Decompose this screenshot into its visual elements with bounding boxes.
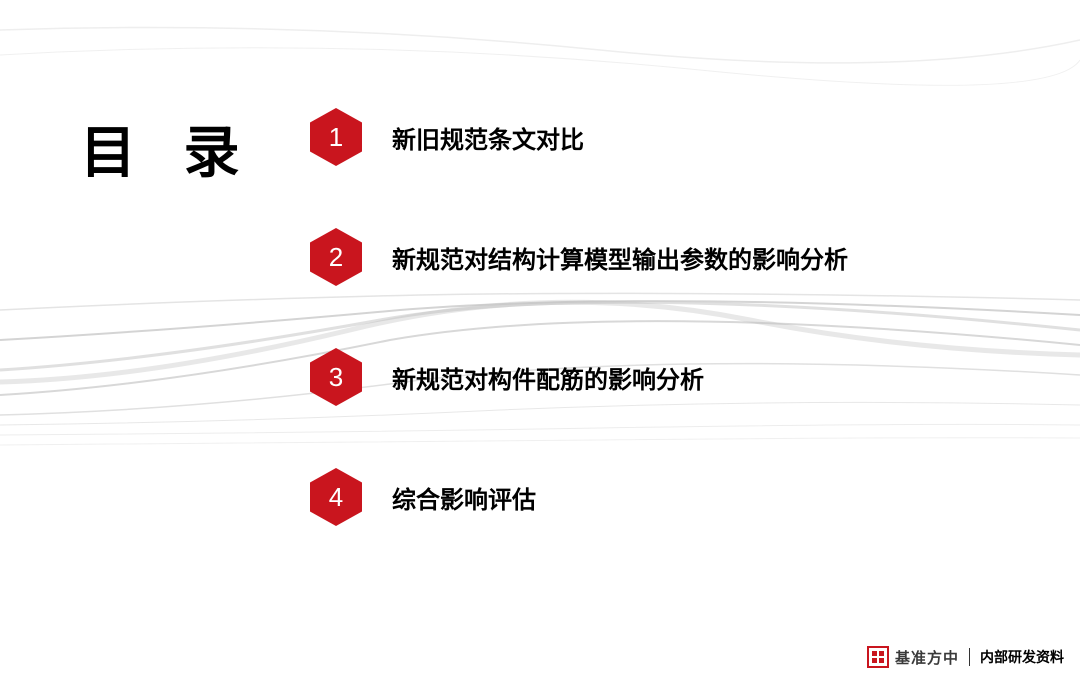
footer-company: 基准方中 <box>895 647 969 668</box>
item-number: 3 <box>329 362 343 393</box>
page-title: 目 录 <box>80 108 256 189</box>
item-text: 综合影响评估 <box>392 480 536 515</box>
toc-item-4: 4 综合影响评估 <box>310 468 848 526</box>
hexagon-badge: 1 <box>310 108 362 166</box>
toc-item-2: 2 新规范对结构计算模型输出参数的影响分析 <box>310 228 848 286</box>
hexagon-badge: 2 <box>310 228 362 286</box>
item-text: 新规范对构件配筋的影响分析 <box>392 360 704 395</box>
item-text: 新规范对结构计算模型输出参数的影响分析 <box>392 240 848 275</box>
footer-label: 内部研发资料 <box>980 647 1080 667</box>
hexagon-badge: 3 <box>310 348 362 406</box>
toc-list: 1 新旧规范条文对比 2 新规范对结构计算模型输出参数的影响分析 3 新规范对构… <box>310 108 848 588</box>
item-number: 4 <box>329 482 343 513</box>
footer-logo-icon <box>867 646 889 668</box>
item-number: 1 <box>329 122 343 153</box>
item-number: 2 <box>329 242 343 273</box>
toc-item-1: 1 新旧规范条文对比 <box>310 108 848 166</box>
footer: 基准方中 内部研发资料 <box>861 639 1080 675</box>
item-text: 新旧规范条文对比 <box>392 120 584 155</box>
hexagon-badge: 4 <box>310 468 362 526</box>
footer-divider <box>969 648 970 666</box>
toc-item-3: 3 新规范对构件配筋的影响分析 <box>310 348 848 406</box>
